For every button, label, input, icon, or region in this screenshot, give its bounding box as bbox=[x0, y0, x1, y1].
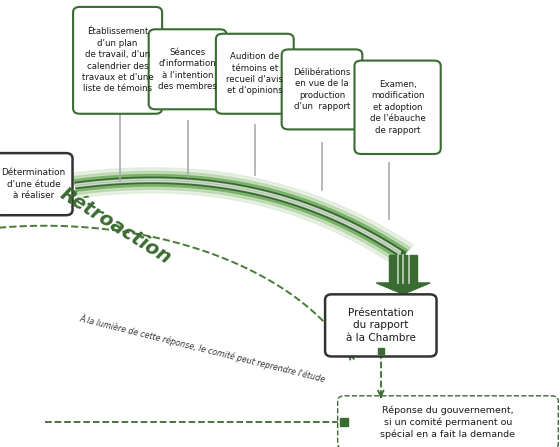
Polygon shape bbox=[76, 179, 404, 256]
Polygon shape bbox=[74, 174, 408, 259]
Text: Examen,
modification
et adoption
de l'ébauche
de rapport: Examen, modification et adoption de l'éb… bbox=[370, 80, 426, 135]
Text: Établissement
d'un plan
de travail, d'un
calendrier des
travaux et d'une
liste d: Établissement d'un plan de travail, d'un… bbox=[82, 27, 153, 93]
Polygon shape bbox=[73, 168, 413, 265]
Text: Détermination
d'une étude
à réaliser: Détermination d'une étude à réaliser bbox=[2, 168, 66, 200]
FancyBboxPatch shape bbox=[325, 294, 437, 357]
FancyBboxPatch shape bbox=[216, 34, 293, 114]
Polygon shape bbox=[75, 177, 405, 257]
Text: Délibérations
en vue de la
production
d'un  rapport: Délibérations en vue de la production d'… bbox=[293, 68, 351, 111]
Text: Audition de
témoins et
recueil d'avis
et d'opinions: Audition de témoins et recueil d'avis et… bbox=[226, 52, 283, 95]
Text: Présentation
du rapport
à la Chambre: Présentation du rapport à la Chambre bbox=[346, 308, 416, 343]
FancyBboxPatch shape bbox=[73, 7, 162, 114]
Text: Rétroaction: Rétroaction bbox=[56, 184, 174, 268]
FancyBboxPatch shape bbox=[282, 50, 362, 130]
Text: Réponse du gouvernement,
si un comité permanent ou
spécial en a fait la demande: Réponse du gouvernement, si un comité pe… bbox=[380, 405, 516, 439]
Polygon shape bbox=[376, 283, 430, 294]
FancyBboxPatch shape bbox=[338, 396, 558, 447]
Text: Séances
d'information
à l'intention
des membres: Séances d'information à l'intention des … bbox=[158, 48, 217, 91]
Polygon shape bbox=[74, 171, 410, 261]
FancyBboxPatch shape bbox=[354, 61, 441, 154]
Polygon shape bbox=[389, 255, 417, 283]
FancyBboxPatch shape bbox=[149, 30, 226, 110]
Text: À la lumière de cette réponse, le comité peut reprendre l'étude: À la lumière de cette réponse, le comité… bbox=[78, 313, 326, 384]
FancyBboxPatch shape bbox=[0, 153, 72, 215]
